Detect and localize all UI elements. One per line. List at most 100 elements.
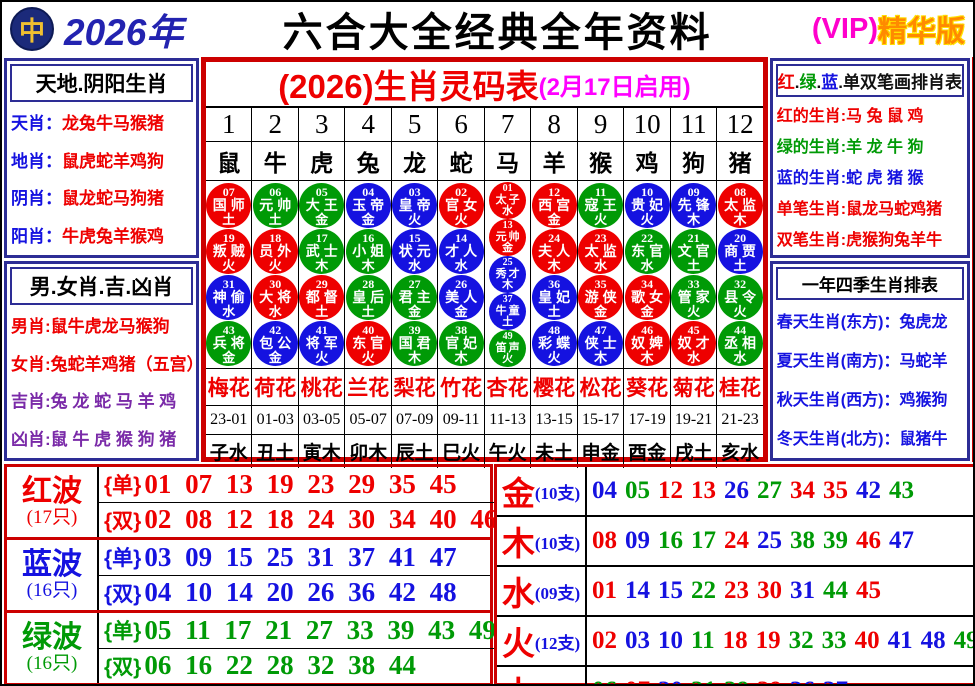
ball-number: 45 <box>687 322 700 337</box>
title-segment: . <box>794 73 800 92</box>
number-ball: 38 官妃木 <box>438 321 484 366</box>
attribute-label: 蓝的生肖: <box>776 169 847 187</box>
ball-number: 04 <box>362 184 375 199</box>
attribute-label: 阴肖： <box>11 189 62 209</box>
wave-label: 红波 (17只) <box>7 467 99 537</box>
attribute-row: 单笔生肖:鼠龙马蛇鸡猪 <box>777 195 963 219</box>
number-ball: 47 侠士木 <box>578 321 624 366</box>
ball-number: 01 <box>502 183 513 194</box>
attribute-label: 夏天生肖(南方)： <box>776 353 900 371</box>
flower-cell: 梅花 <box>206 369 253 405</box>
attribute-value: 鼠猪牛 <box>899 430 948 448</box>
ball-number: 21 <box>687 230 700 245</box>
wave-group: 蓝波 (16只) {单} 03 09 15 25 31 37 41 47 {双} 04 1… <box>7 540 490 613</box>
even-number-line: {双} 02 08 12 18 24 30 34 40 46 <box>99 503 497 538</box>
element-number: 32 <box>788 627 814 654</box>
ball-element: 火 <box>408 211 422 227</box>
ball-number: 48 <box>548 322 561 337</box>
ball-role: 国师 <box>212 196 249 213</box>
number-ball: 21 文官土 <box>671 229 717 274</box>
box-title: 天地.阴阳生肖 <box>10 64 193 102</box>
element-number: 37 <box>823 677 848 684</box>
wave-label: 绿波 (16只) <box>7 613 99 683</box>
element-row: 土(08支) 06 07 20 21 28 29 36 37 <box>497 667 973 684</box>
element-number: 05 <box>625 477 650 504</box>
ball-role: 小姐 <box>352 242 389 259</box>
attribute-label: 绿的生肖: <box>776 138 847 156</box>
number-ball: 13 元帅金 <box>489 219 527 256</box>
flower-cell: 葵花 <box>624 369 671 405</box>
attribute-value: 羊 龙 牛 狗 <box>846 138 924 156</box>
column-number-cell: 11 <box>671 108 718 141</box>
ball-element: 水 <box>222 303 236 319</box>
number-ball: 39 国君木 <box>392 321 438 366</box>
zodiac-cell: 狗 <box>671 142 718 180</box>
ball-element: 金 <box>547 211 561 227</box>
parity-tag: {双} <box>104 509 142 533</box>
number-ball: 20 商贾土 <box>717 229 763 274</box>
column-number-cell: 12 <box>726 109 754 139</box>
ball-element: 金 <box>361 211 375 227</box>
flower-cell: 樱花 <box>531 369 578 405</box>
ball-number: 28 <box>362 276 375 291</box>
zodiac-cell: 猴 <box>578 142 625 180</box>
element-number: 36 <box>790 677 815 684</box>
ball-column: 08 太监木 20 商贾土 32 县令火 44 丞相水 <box>717 181 763 368</box>
number-ball: 31 神偷水 <box>206 275 252 320</box>
element-row: 金 (10支) 04 05 12 13 26 27 34 35 42 43 <box>497 467 973 517</box>
number-ball: 29 都督土 <box>299 275 345 320</box>
earthly-branch-cell: 寅木 <box>299 435 346 468</box>
ball-element: 火 <box>222 257 236 273</box>
time-slot-cell: 23-01 <box>206 406 253 434</box>
stroke-color-box: 红.绿.蓝.单双笔画排肖表 红的生肖:马 兔 鼠 鸡绿的生肖:羊 龙 牛 狗蓝的生… <box>769 58 970 258</box>
title-segment: 蓝 <box>821 73 839 92</box>
attribute-label: 单笔生肖: <box>776 200 847 218</box>
parity-tag: {单} <box>104 547 142 571</box>
ball-number: 08 <box>734 184 747 199</box>
number-ball: 30 大将水 <box>252 275 298 320</box>
wave-lines: {单} 03 09 15 25 31 37 41 47 {双} 04 10 14 20… <box>99 540 490 610</box>
ball-element: 火 <box>315 349 329 365</box>
stroke-color-box-rows: 红的生肖:马 兔 鼠 鸡绿的生肖:羊 龙 牛 狗蓝的生肖:蛇 虎 猪 猴单笔生肖… <box>773 98 967 255</box>
ball-element: 木 <box>594 349 608 365</box>
ball-number: 40 <box>362 322 375 337</box>
element-number: 18 <box>722 627 748 654</box>
earthly-branch-cell: 戌土 <box>671 435 718 468</box>
element-name: 木 <box>501 525 535 562</box>
flower-cell: 杏花 <box>485 369 532 405</box>
ball-number: 47 <box>594 322 607 337</box>
ball-number: 29 <box>315 276 328 291</box>
element-number: 07 <box>625 677 650 684</box>
attribute-row: 吉肖:兔 龙 蛇 马 羊 鸡 <box>11 387 192 412</box>
number-ball: 17 武士木 <box>299 229 345 274</box>
zodiac-cell: 龙 <box>392 142 439 180</box>
attribute-label: 男肖: <box>11 317 51 337</box>
wave-lines: {单} 05 11 17 21 27 33 39 43 49 {双} 06 16 22… <box>99 613 496 683</box>
ball-role: 才人 <box>445 242 482 259</box>
attribute-row: 蓝的生肖:蛇 虎 猪 猴 <box>777 164 963 188</box>
ball-role: 夫人 <box>538 242 575 259</box>
element-number: 35 <box>823 477 848 504</box>
ball-element: 木 <box>502 279 514 291</box>
element-name: 火 <box>501 625 535 662</box>
element-number: 45 <box>856 577 881 604</box>
attribute-value: 鸡猴狗 <box>899 391 948 409</box>
ball-element: 金 <box>315 211 329 227</box>
ball-role: 大王 <box>305 196 342 213</box>
element-number: 16 <box>658 527 683 554</box>
ball-number: 49 <box>502 331 513 342</box>
earthly-branch-cell: 巳火 <box>438 435 485 468</box>
number-ball: 19 叛贼火 <box>206 229 252 274</box>
zodiac-cell: 兔 <box>345 142 392 180</box>
number-ball: 14 才人水 <box>438 229 484 274</box>
element-number: 14 <box>625 577 650 604</box>
wave-label: 蓝波 (16只) <box>7 540 99 610</box>
ball-number: 27 <box>408 276 421 291</box>
ball-element: 土 <box>687 257 701 273</box>
attribute-row: 男肖:鼠牛虎龙马猴狗 <box>11 312 192 337</box>
ball-element: 水 <box>733 349 747 365</box>
attribute-row: 春天生肖(东方)：兔虎龙 <box>777 308 963 332</box>
ball-element: 火 <box>547 349 561 365</box>
zodiac-cell: 蛇 <box>438 142 485 180</box>
number-ball: 04 玉帝金 <box>345 183 391 228</box>
